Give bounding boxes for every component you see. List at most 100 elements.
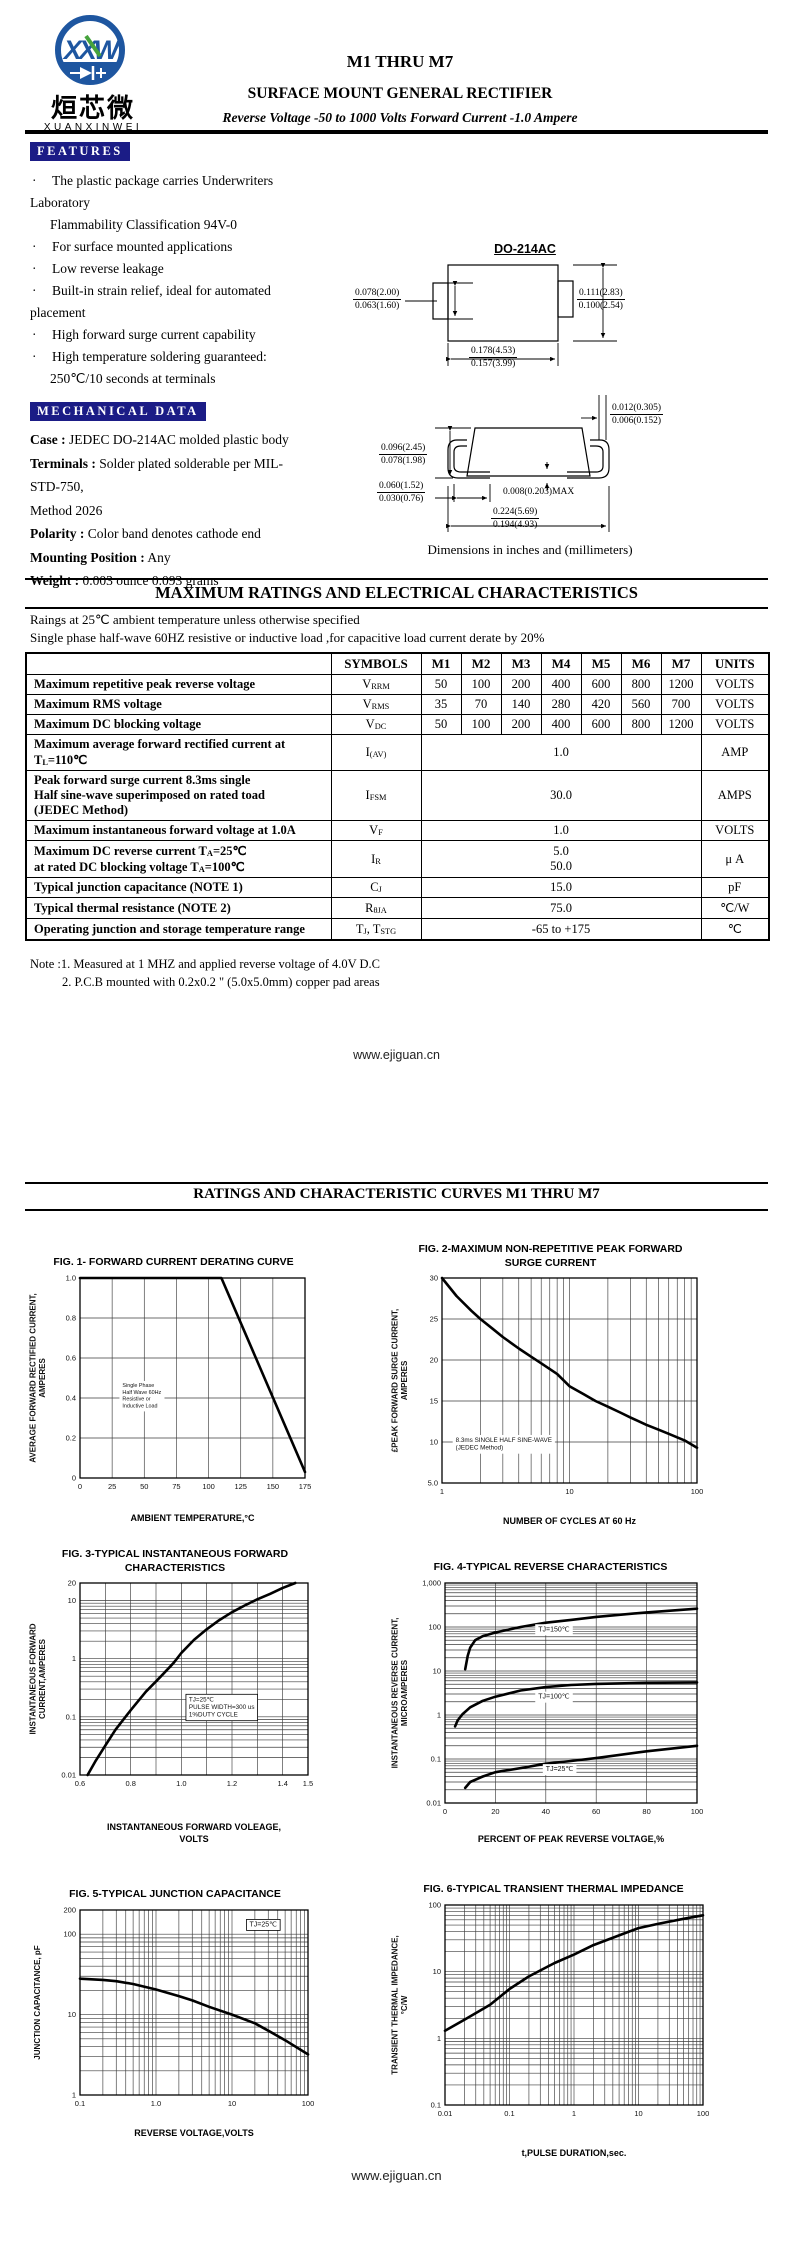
fig4-xlabel: PERCENT OF PEAK REVERSE VOLTAGE,% bbox=[477, 1833, 665, 1844]
svg-text:1: 1 bbox=[72, 2090, 76, 2099]
svg-text:100: 100 bbox=[302, 2099, 315, 2108]
mechanical-line: Method 2026 bbox=[30, 502, 103, 518]
mechanical-data-list: Case : JEDEC DO-214AC molded plastic bod… bbox=[30, 428, 300, 593]
symbol-cell: IR bbox=[330, 840, 422, 878]
fig3-figure: FIG. 3-TYPICAL INSTANTANEOUS FORWARD CHAR… bbox=[28, 1548, 383, 1845]
value-cell: 70 bbox=[460, 694, 502, 715]
mechanical-line: Terminals : Solder plated solderable per… bbox=[30, 455, 283, 495]
svg-text:1,000: 1,000 bbox=[422, 1578, 441, 1587]
svg-text:60: 60 bbox=[592, 1807, 600, 1816]
value-cell: 800 bbox=[620, 714, 662, 735]
unit-cell: AMP bbox=[700, 734, 770, 771]
table-row: Maximum instantaneous forward voltage at… bbox=[25, 820, 770, 841]
dimension-label: 0.224(5.69) 0.194(4.93) bbox=[491, 507, 540, 531]
header-cell: UNITS bbox=[700, 652, 770, 675]
svg-text:1.0: 1.0 bbox=[66, 1273, 76, 1282]
logo-romanized-name: XUANXINWEI bbox=[43, 122, 143, 134]
product-subtitle: SURFACE MOUNT GENERAL RECTIFIER bbox=[247, 85, 553, 102]
annotation: Single Phase Half Wave 60Hz Resistive or In… bbox=[119, 1380, 165, 1412]
section-rule-bottom bbox=[25, 607, 768, 609]
table-row: Maximum repetitive peak reverse voltage V… bbox=[25, 674, 770, 695]
fig2-xlabel: NUMBER OF CYCLES AT 60 Hz bbox=[502, 1516, 636, 1527]
unit-cell: VOLTS bbox=[700, 820, 770, 841]
param-cell: Peak forward surge current 8.3ms single H… bbox=[25, 770, 332, 821]
annotation: TJ=25℃ bbox=[542, 1763, 577, 1775]
svg-text:150: 150 bbox=[267, 1482, 280, 1491]
fig3-title: FIG. 3-TYPICAL INSTANTANEOUS FORWARD CHAR… bbox=[61, 1548, 289, 1574]
website-url-footer[interactable]: www.ejiguan.cn bbox=[351, 2168, 442, 2183]
svg-text:10: 10 bbox=[433, 1967, 441, 1976]
svg-text:0.8: 0.8 bbox=[66, 1313, 76, 1322]
svg-text:0.01: 0.01 bbox=[61, 1771, 76, 1780]
value-cell: 280 bbox=[540, 694, 582, 715]
mechanical-line: Weight : 0.003 ounce 0.093 grams bbox=[30, 573, 219, 588]
x-tick-labels: 0 25 50 75 100 125 150 175 bbox=[78, 1482, 311, 1491]
unit-cell: VOLTS bbox=[700, 674, 770, 695]
package-top-view bbox=[405, 263, 617, 366]
series-curves bbox=[453, 1607, 699, 1789]
header-cell: M5 bbox=[580, 652, 622, 675]
table-note-2: 2. P.C.B mounted with 0.2x0.2 " (5.0x5.0… bbox=[62, 975, 380, 989]
svg-text:0.1: 0.1 bbox=[431, 2100, 441, 2109]
value-cell: 200 bbox=[500, 674, 542, 695]
svg-text:1.0: 1.0 bbox=[151, 2099, 161, 2108]
company-logo: XXW 烜芯微 XUANXINWEI bbox=[28, 12, 158, 133]
svg-text:15: 15 bbox=[430, 1397, 438, 1406]
svg-text:100: 100 bbox=[691, 1487, 704, 1496]
series-curves bbox=[440, 1276, 699, 1450]
table-row: Maximum average forward rectified curren… bbox=[25, 734, 770, 771]
series-curves bbox=[86, 1581, 297, 1777]
feature-text: High forward surge current capability bbox=[52, 327, 256, 342]
value-cell: 100 bbox=[460, 714, 502, 735]
ratings-condition-2: Single phase half-wave 60HZ resistive or… bbox=[30, 630, 545, 645]
plot-area: 0.1 1.0 10 100 1 10 100 200 bbox=[63, 1905, 314, 2108]
param-cell: Maximum repetitive peak reverse voltage bbox=[25, 674, 332, 695]
feature-text: Built-in strain relief, ideal for automa… bbox=[30, 283, 271, 320]
svg-text:5.0: 5.0 bbox=[428, 1479, 438, 1488]
svg-text:0.6: 0.6 bbox=[66, 1353, 76, 1362]
symbol-cell: VRRM bbox=[330, 674, 422, 695]
dimensions-caption: Dimensions in inches and (millimeters) bbox=[427, 542, 633, 557]
svg-text:50: 50 bbox=[140, 1482, 148, 1491]
symbol-cell: RθJA bbox=[330, 897, 422, 919]
fig6-ylabel: TRANSIENT THERMAL IMPEDANCE,°C/W bbox=[391, 1935, 410, 2074]
svg-text:10: 10 bbox=[430, 1438, 438, 1447]
table-row: Maximum RMS voltage VRMS 35 70 140 280 420 560 7… bbox=[25, 694, 770, 715]
fig6-xlabel: t,PULSE DURATION,sec. bbox=[521, 2147, 627, 2158]
feature-text: The plastic package carries Underwriters… bbox=[30, 173, 274, 210]
table-note-1: Note :1. Measured at 1 MHZ and applied r… bbox=[30, 957, 381, 971]
symbol-cell: VRMS bbox=[330, 694, 422, 715]
svg-text:TJ=25℃: TJ=25℃ bbox=[546, 1766, 574, 1773]
plot-area: 0 25 50 75 100 125 150 175 0 0.2 0.4 0.6 0.8 1.0 bbox=[66, 1273, 312, 1491]
website-url-mid[interactable]: www.ejiguan.cn bbox=[353, 1048, 440, 1062]
svg-text:0.1: 0.1 bbox=[75, 2099, 85, 2108]
y-tick-labels: 0 0.2 0.4 0.6 0.8 1.0 bbox=[66, 1273, 76, 1482]
param-cell: Maximum RMS voltage bbox=[25, 694, 332, 715]
value-cell: 35 bbox=[420, 694, 462, 715]
fig4-figure: FIG. 4-TYPICAL REVERSE CHARACTERISTICS 0 2… bbox=[390, 1548, 785, 1845]
series-curve bbox=[440, 1276, 699, 1450]
svg-text:TJ=25℃: TJ=25℃ bbox=[250, 1921, 278, 1928]
symbol-cell: IFSM bbox=[330, 770, 422, 821]
package-diagram-svg bbox=[405, 263, 617, 532]
svg-text:1.4: 1.4 bbox=[277, 1779, 287, 1788]
grid-lines bbox=[445, 1582, 697, 1803]
fig2-figure: FIG. 2-MAXIMUM NON-REPETITIVE PEAK FORWA… bbox=[390, 1243, 785, 1528]
table-row: Typical junction capacitance (NOTE 1) CJ 1… bbox=[25, 877, 770, 898]
ratings-tagline: Reverse Voltage -50 to 1000 Volts Forwar… bbox=[222, 110, 578, 125]
unit-cell: ℃ bbox=[700, 918, 770, 941]
fig5-title: FIG. 5-TYPICAL JUNCTION CAPACITANCE bbox=[69, 1888, 281, 1900]
fig1-title: FIG. 1- FORWARD CURRENT DERATING CURVE bbox=[53, 1256, 294, 1268]
table-row: Maximum DC reverse current TA=25℃ at rate… bbox=[25, 840, 770, 878]
header-cell: M3 bbox=[500, 652, 542, 675]
param-cell: Typical junction capacitance (NOTE 1) bbox=[25, 877, 332, 898]
svg-text:10: 10 bbox=[634, 2109, 642, 2118]
fig5-xlabel: REVERSE VOLTAGE,VOLTS bbox=[134, 2127, 254, 2138]
fig6-figure: FIG. 6-TYPICAL TRANSIENT THERMAL IMPEDAN… bbox=[390, 1883, 785, 2159]
svg-text:0.4: 0.4 bbox=[66, 1393, 76, 1402]
param-cell: Maximum DC blocking voltage bbox=[25, 714, 332, 735]
y-tick-labels: 1 10 100 200 bbox=[63, 1905, 76, 2099]
features-heading: FEATURES bbox=[30, 142, 130, 161]
